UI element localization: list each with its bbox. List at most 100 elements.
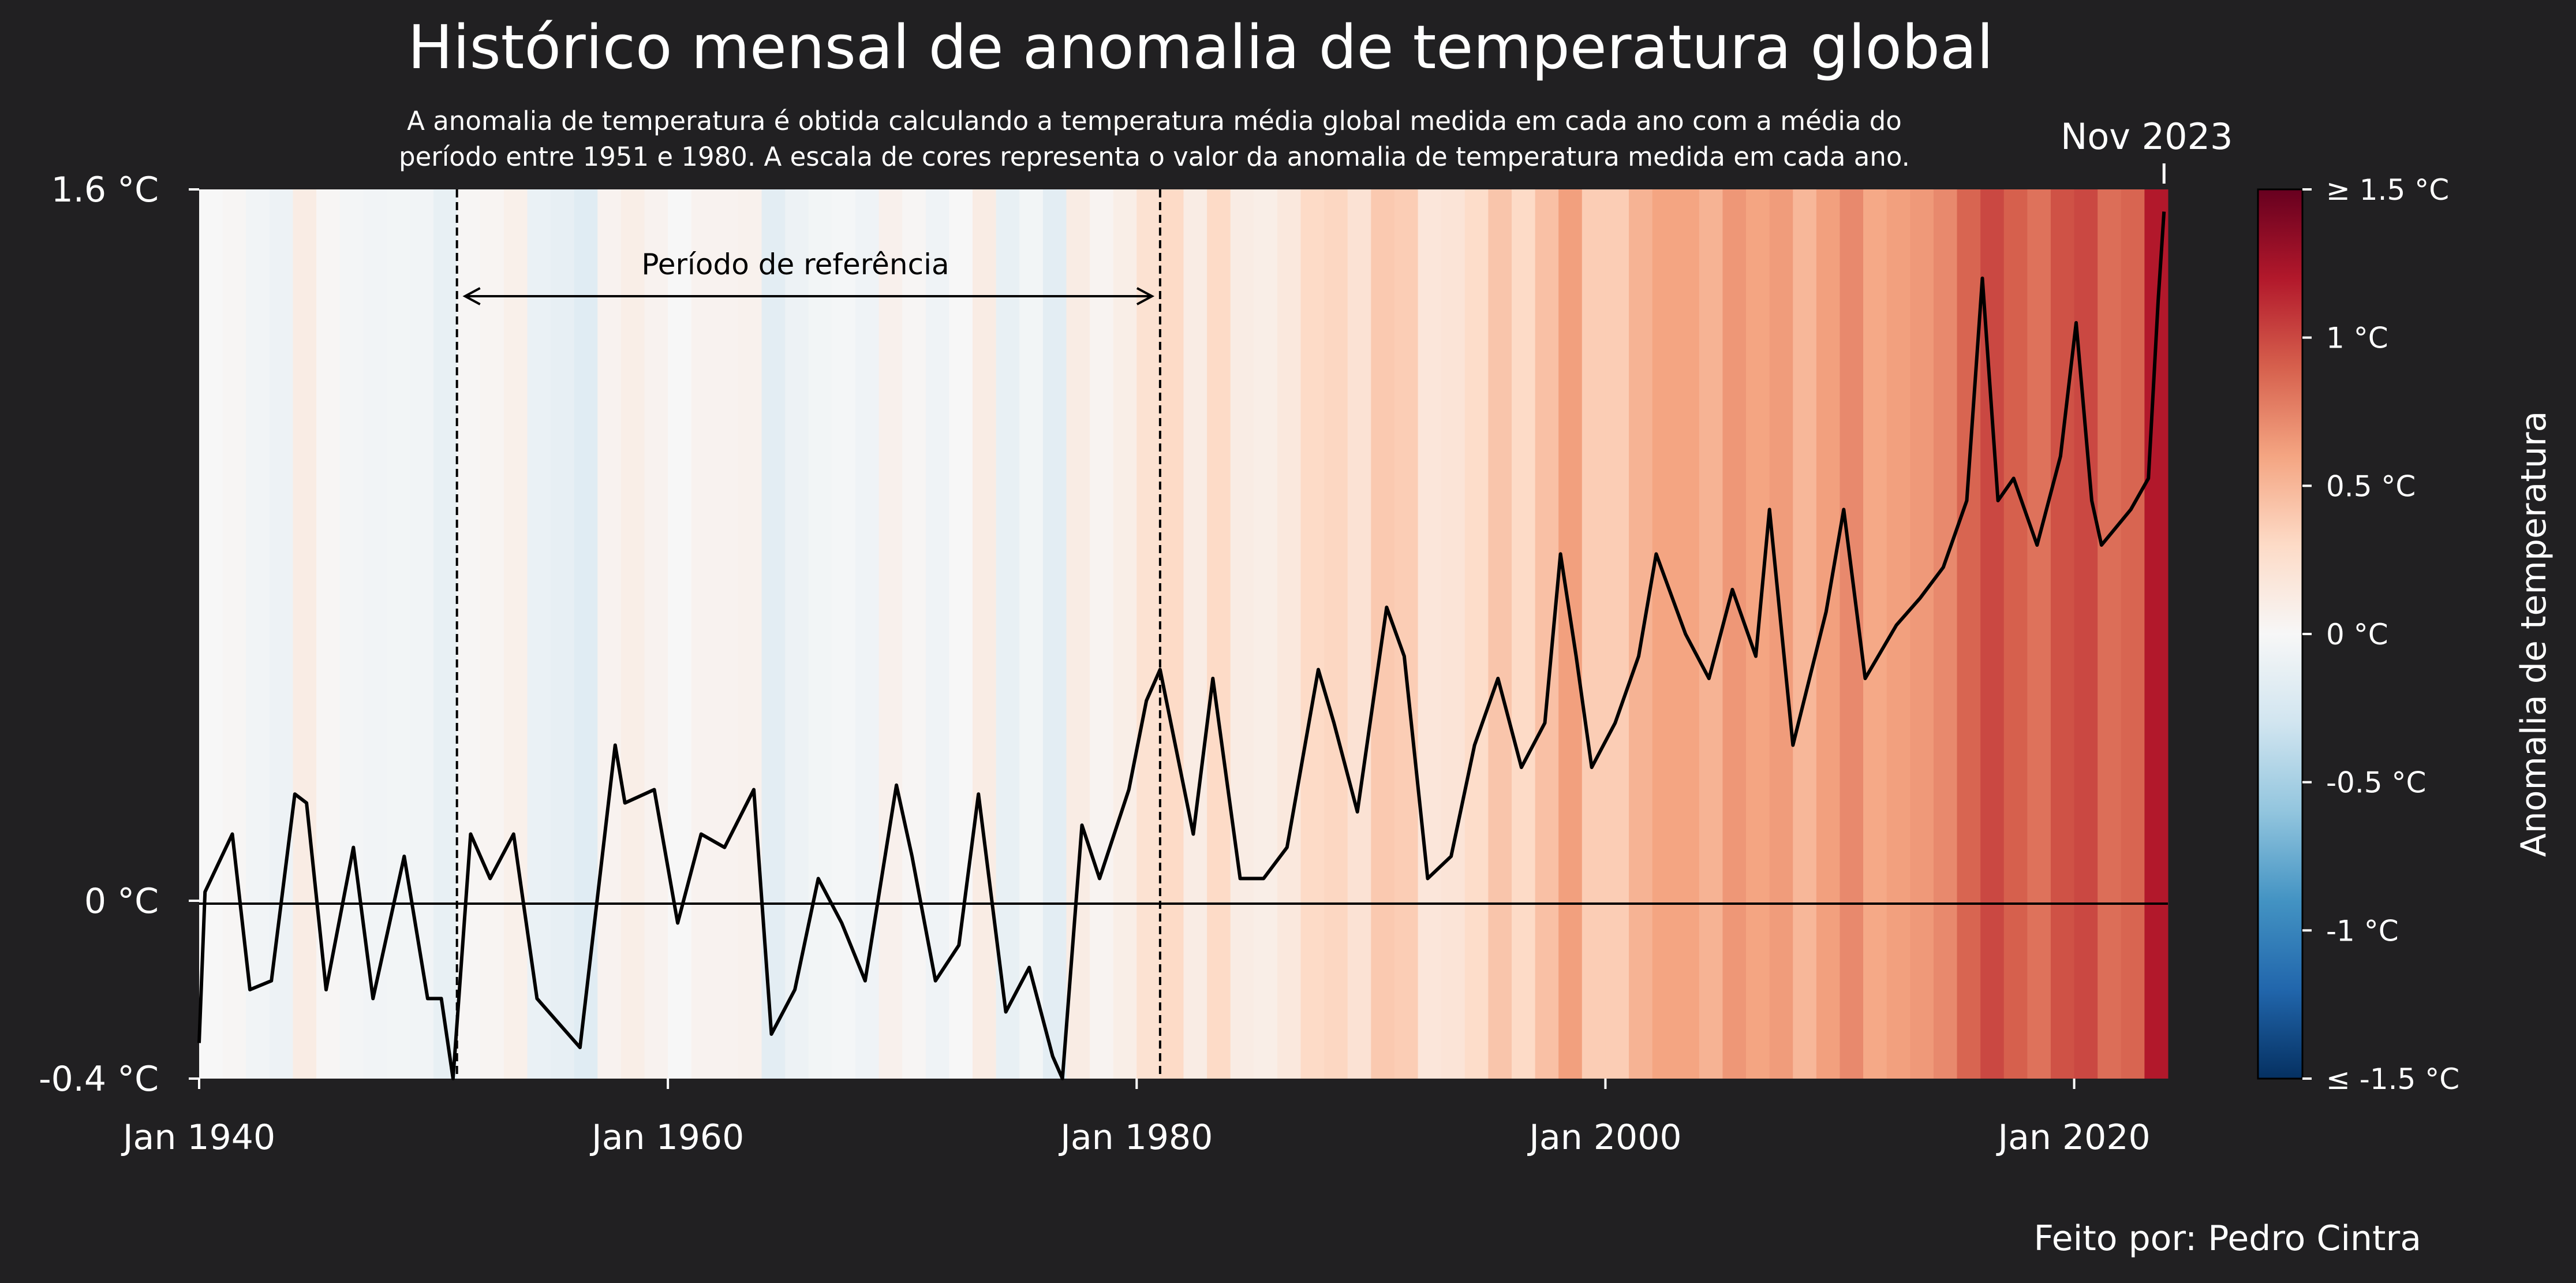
stripe-1977 <box>1066 189 1090 1079</box>
stripe-1960 <box>668 189 692 1079</box>
stripe-1976 <box>1042 189 1067 1079</box>
stripe-2018 <box>2027 189 2051 1079</box>
stripe-1970 <box>902 189 926 1079</box>
stripe-1996 <box>1512 189 1536 1079</box>
stripe-1985 <box>1254 189 1278 1079</box>
stripe-1994 <box>1464 189 1489 1079</box>
x-tick-label: Jan 2000 <box>1527 1117 1681 1158</box>
colorbar-tick-label: 0.5 °C <box>2326 469 2416 503</box>
stripe-1981 <box>1160 189 1184 1079</box>
stripe-1989 <box>1347 189 1371 1079</box>
colorbar-ticks: ≥ 1.5 °C 1 °C 0.5 °C 0 °C -0.5 °C -1 °C ≤ -1.5… <box>2302 173 2459 1096</box>
stripe-1998 <box>1558 189 1583 1079</box>
stripe-1944 <box>293 189 317 1079</box>
chart-title: Histórico mensal de anomalia de temperat… <box>407 12 1993 83</box>
colorbar-tick-label: -0.5 °C <box>2326 766 2426 800</box>
stripe-1943 <box>269 189 293 1079</box>
stripe-2017 <box>2003 189 2028 1079</box>
colorbar-tick-label: 0 °C <box>2326 618 2388 651</box>
stripe-2022 <box>2121 189 2145 1079</box>
stripe-1966 <box>808 189 832 1079</box>
colorbar-tick-label: -1 °C <box>2326 914 2399 948</box>
y-tick-label: -0.4 °C <box>39 1059 159 1099</box>
stripe-1974 <box>996 189 1020 1079</box>
reference-period-arrowhead-right <box>1136 287 1155 305</box>
x-tick-label: Jan 1960 <box>589 1117 744 1158</box>
stripe-1958 <box>620 189 645 1079</box>
last-point-label: Nov 2023 <box>2061 115 2233 158</box>
stripe-1961 <box>691 189 715 1079</box>
stripe-1948 <box>386 189 410 1079</box>
stripe-1988 <box>1324 189 1348 1079</box>
stripe-1997 <box>1535 189 1559 1079</box>
stripe-1952 <box>480 189 504 1079</box>
y-tick-label: 0 °C <box>84 881 159 922</box>
warming-stripes <box>199 189 2169 1079</box>
stripe-1947 <box>363 189 387 1079</box>
stripe-1953 <box>503 189 528 1079</box>
stripe-1979 <box>1113 189 1137 1079</box>
stripe-1941 <box>222 189 246 1079</box>
y-axis: 1.6 °C 0 °C -0.4 °C <box>39 170 199 1099</box>
chart-subtitle-line-2: período entre 1951 e 1980. A escala de c… <box>399 141 1910 172</box>
stripe-1975 <box>1019 189 1044 1079</box>
stripe-1999 <box>1582 189 1606 1079</box>
reference-period-lines <box>455 189 1161 1079</box>
colorbar-tick-label: ≤ -1.5 °C <box>2326 1062 2459 1096</box>
stripe-1987 <box>1300 189 1325 1079</box>
colorbar-label: Anomalia de temperatura <box>2514 411 2554 857</box>
stripe-1969 <box>878 189 903 1079</box>
stripe-1995 <box>1488 189 1512 1079</box>
stripe-1983 <box>1207 189 1231 1079</box>
x-tick-label: Jan 2020 <box>1995 1117 2150 1158</box>
x-tick-label: Jan 1980 <box>1058 1117 1213 1158</box>
stripe-2013 <box>1910 189 1934 1079</box>
last-point-marker: Nov 2023 <box>2061 115 2233 184</box>
stripe-2003 <box>1676 189 1700 1079</box>
stripe-2014 <box>1933 189 1958 1079</box>
stripe-1959 <box>644 189 668 1079</box>
stripe-1971 <box>925 189 949 1079</box>
reference-period-label: Período de referência <box>641 248 949 281</box>
stripe-2008 <box>1793 189 1817 1079</box>
stripe-1978 <box>1090 189 1114 1079</box>
stripe-2002 <box>1652 189 1676 1079</box>
anomaly-series-line <box>197 211 2166 1080</box>
stripe-2021 <box>2098 189 2122 1079</box>
stripe-1946 <box>339 189 364 1079</box>
x-tick-label: Jan 1940 <box>121 1117 275 1158</box>
stripe-1992 <box>1418 189 1442 1079</box>
stripe-1954 <box>527 189 551 1079</box>
x-axis: Jan 1940 Jan 1960 Jan 1980 Jan 2000 Jan 2020 <box>121 1079 2151 1158</box>
stripe-2019 <box>2050 189 2075 1079</box>
stripe-2000 <box>1605 189 1629 1079</box>
stripe-1955 <box>551 189 575 1079</box>
stripe-1980 <box>1136 189 1161 1079</box>
reference-period-annotation: Período de referência <box>462 248 1155 305</box>
colorbar <box>2257 188 2304 1080</box>
credit-text: Feito por: Pedro Cintra <box>2033 1218 2421 1259</box>
y-tick-label: 1.6 °C <box>51 170 159 210</box>
stripe-1962 <box>715 189 739 1079</box>
stripe-1993 <box>1441 189 1465 1079</box>
stripe-1950 <box>433 189 458 1079</box>
stripe-2016 <box>1980 189 2005 1079</box>
stripe-1965 <box>785 189 809 1079</box>
stripe-1956 <box>574 189 598 1079</box>
stripe-1973 <box>973 189 997 1079</box>
chart-subtitle-line-1: A anomalia de temperatura é obtida calcu… <box>407 106 1902 136</box>
stripe-1957 <box>597 189 622 1079</box>
stripe-1982 <box>1183 189 1207 1079</box>
stripe-1986 <box>1277 189 1302 1079</box>
stripe-1972 <box>949 189 973 1079</box>
colorbar-tick-label: 1 °C <box>2326 322 2388 355</box>
stripe-1951 <box>457 189 481 1079</box>
stripe-1968 <box>855 189 880 1079</box>
stripe-2005 <box>1722 189 1747 1079</box>
stripe-1963 <box>738 189 762 1079</box>
colorbar-tick-label: ≥ 1.5 °C <box>2326 173 2449 207</box>
stripe-1984 <box>1230 189 1254 1079</box>
stripe-1991 <box>1394 189 1419 1079</box>
stripe-1949 <box>410 189 434 1079</box>
